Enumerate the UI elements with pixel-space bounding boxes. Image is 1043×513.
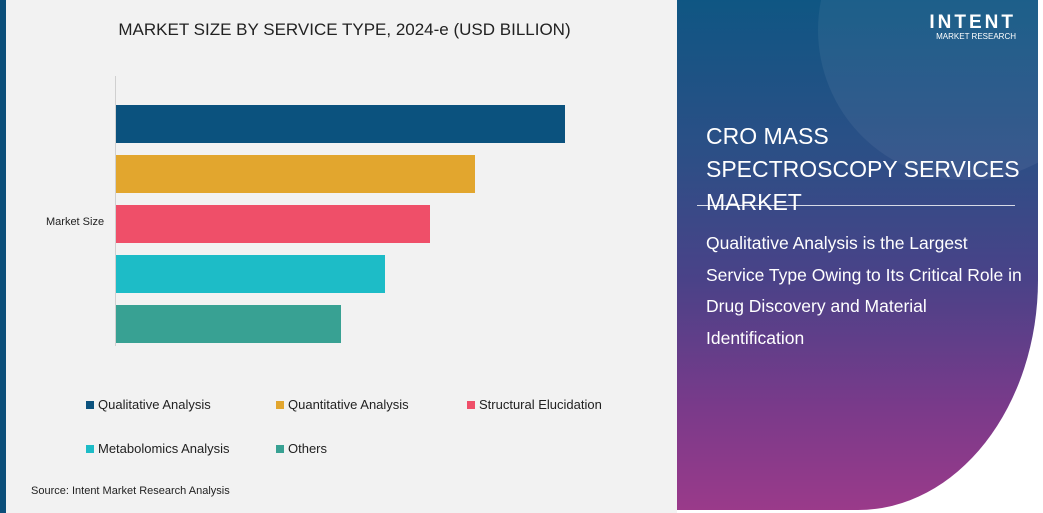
legend-label: Metabolomics Analysis bbox=[98, 441, 230, 456]
legend-swatch bbox=[276, 444, 284, 453]
legend-item: Metabolomics Analysis bbox=[86, 441, 230, 456]
market-headline: CRO MASS SPECTROSCOPY SERVICES MARKET bbox=[706, 123, 1020, 215]
legend-swatch bbox=[467, 400, 475, 409]
bar-quantitative-analysis bbox=[116, 155, 476, 193]
market-description: Qualitative Analysis is the Largest Serv… bbox=[706, 233, 1022, 348]
source-note: Source: Intent Market Research Analysis bbox=[31, 485, 230, 497]
chart-panel: MARKET SIZE BY SERVICE TYPE, 2024-e (USD… bbox=[0, 0, 677, 513]
logo-subtitle: MARKET RESEARCH bbox=[936, 32, 1016, 41]
legend-swatch bbox=[86, 444, 94, 453]
bar-structural-elucidation bbox=[116, 205, 431, 243]
legend-swatch bbox=[276, 400, 284, 409]
chart-title: MARKET SIZE BY SERVICE TYPE, 2024-e (USD… bbox=[118, 20, 571, 39]
legend-label: Qualitative Analysis bbox=[98, 397, 211, 412]
logo: INTENT MARKET RESEARCH bbox=[929, 12, 1016, 41]
bar-others bbox=[116, 305, 341, 343]
category-label: Market Size bbox=[46, 216, 105, 228]
legend-item: Others bbox=[276, 441, 327, 456]
legend-item: Quantitative Analysis bbox=[276, 397, 409, 412]
divider bbox=[697, 205, 1015, 206]
legend-item: Structural Elucidation bbox=[467, 397, 602, 412]
bar-metabolomics-analysis bbox=[116, 255, 386, 293]
logo-brand: INTENT bbox=[929, 12, 1016, 33]
legend-item: Qualitative Analysis bbox=[86, 397, 211, 412]
legend-label: Quantitative Analysis bbox=[288, 397, 409, 412]
info-panel: INTENT MARKET RESEARCH CRO MASS SPECTROS… bbox=[677, 0, 1038, 510]
legend-label: Others bbox=[288, 441, 328, 456]
y-axis-line bbox=[115, 76, 116, 346]
bar-qualitative-analysis bbox=[116, 105, 565, 143]
legend-label: Structural Elucidation bbox=[479, 397, 602, 412]
legend-swatch bbox=[86, 400, 94, 409]
